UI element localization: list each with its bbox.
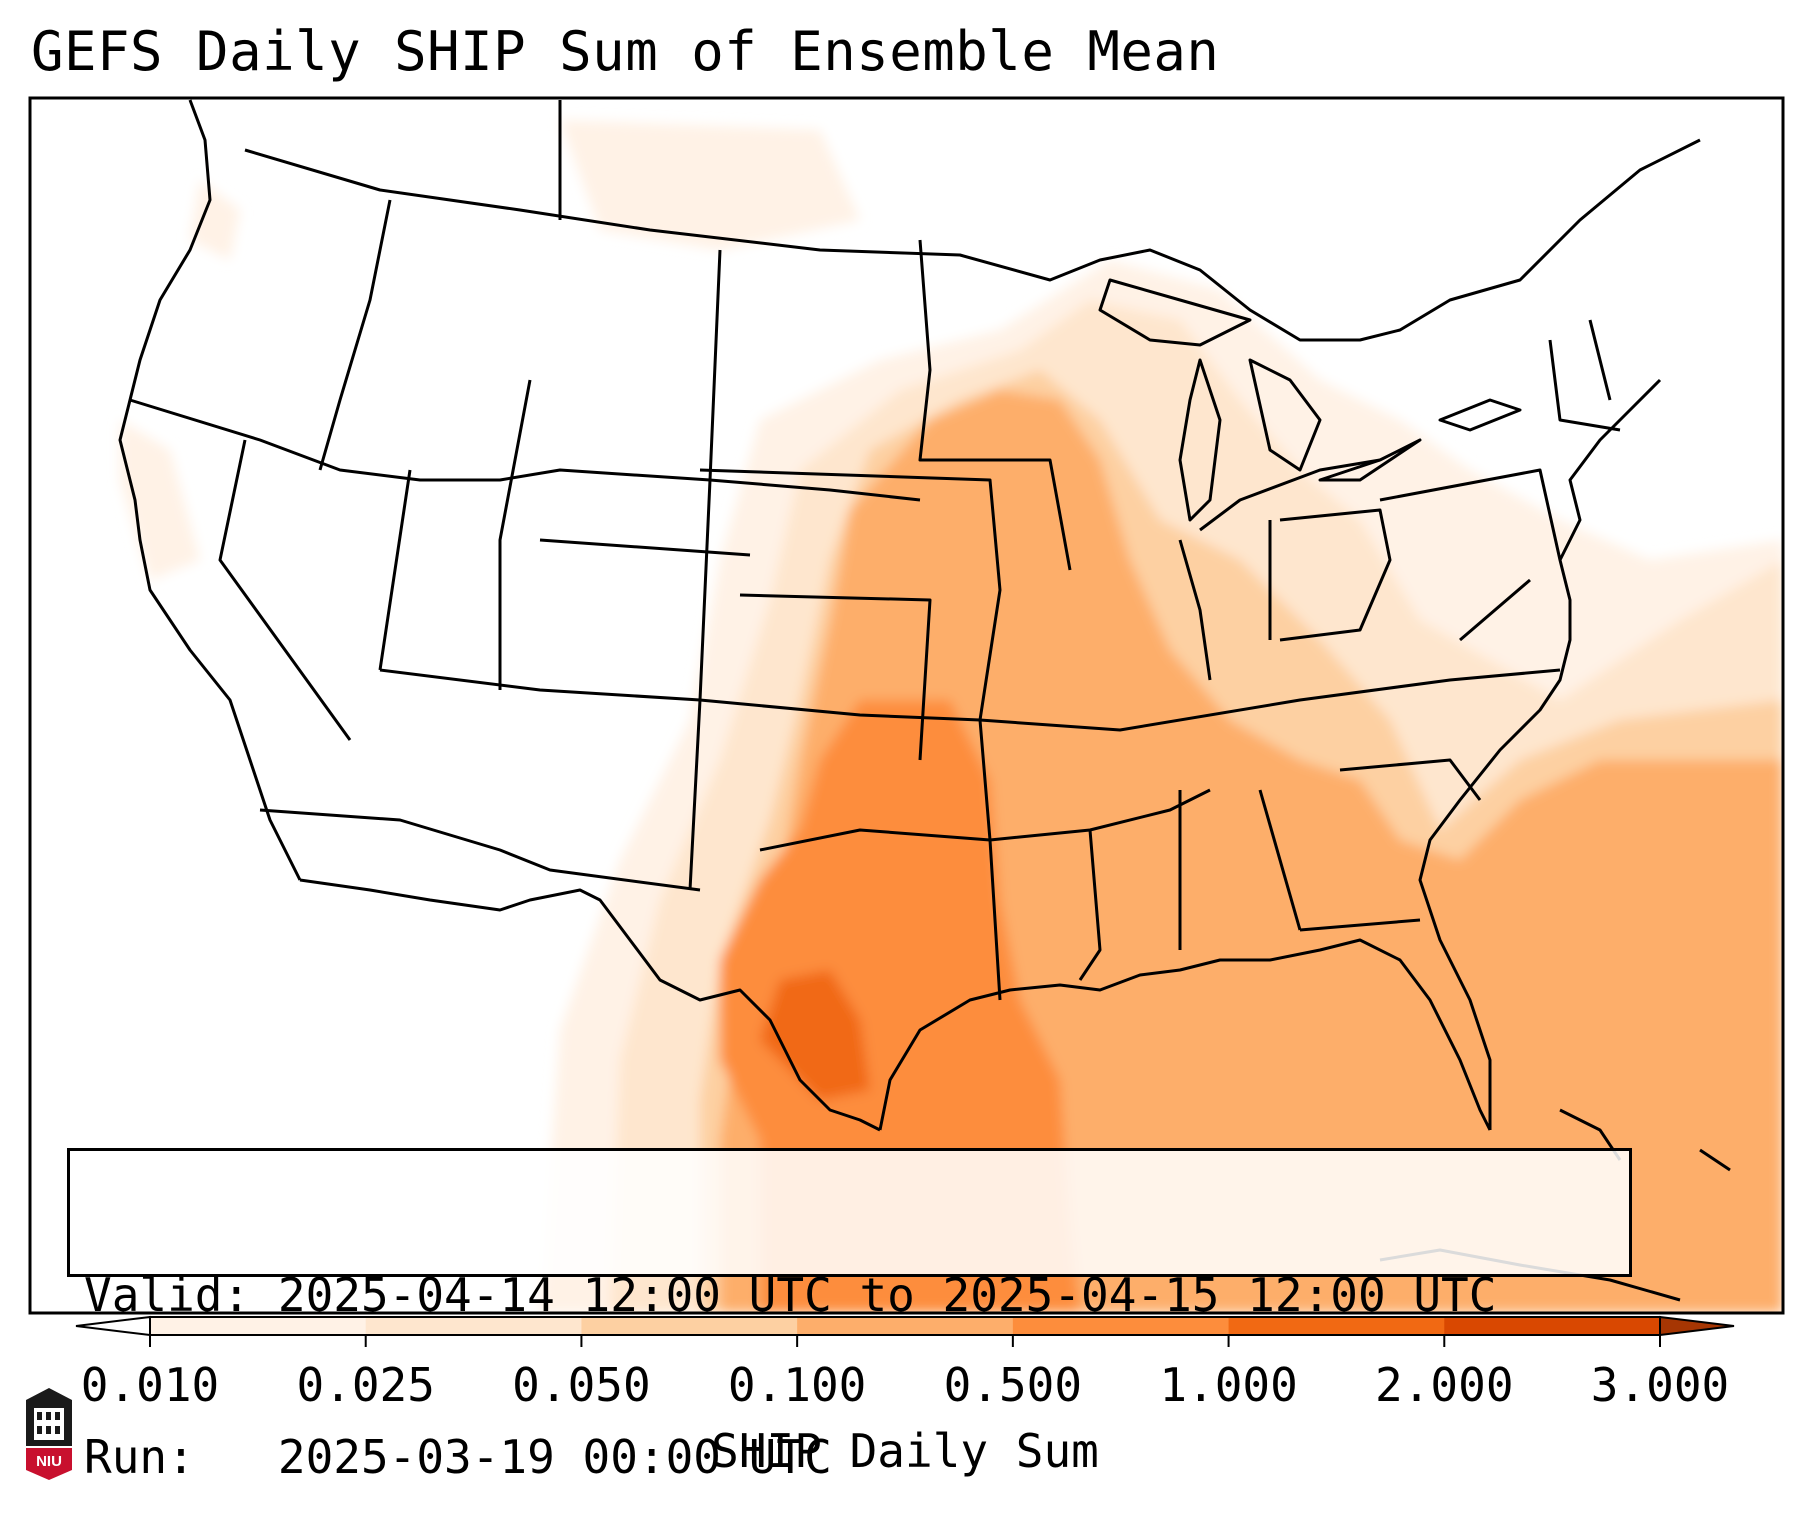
colorbar-tick-label: 2.000 bbox=[1375, 1358, 1514, 1412]
colorbar-outline bbox=[149, 1316, 1661, 1336]
colorbar-segment bbox=[797, 1317, 1014, 1335]
valid-line: Valid: 2025-04-14 12:00 UTC to 2025-04-1… bbox=[84, 1268, 1615, 1322]
colorbar-tick-label: 0.050 bbox=[512, 1358, 651, 1412]
colorbar-over-triangle bbox=[1659, 1315, 1735, 1337]
state-boundaries bbox=[118, 99, 1731, 1302]
colorbar-tick-label: 0.025 bbox=[296, 1358, 435, 1412]
valid-label: Valid: bbox=[84, 1268, 251, 1322]
colorbar-segment bbox=[150, 1317, 367, 1335]
colorbar-tick-label: 1.000 bbox=[1159, 1358, 1298, 1412]
map-figure bbox=[28, 96, 1785, 1347]
colorbar bbox=[75, 1315, 1735, 1347]
colorbar-segment bbox=[581, 1317, 798, 1335]
niu-logo-text: NIU bbox=[36, 1453, 62, 1470]
colorbar-tick-label: 3.000 bbox=[1590, 1358, 1730, 1412]
map-title: GEFS Daily SHIP Sum of Ensemble Mean bbox=[31, 20, 1220, 83]
map-frame bbox=[28, 96, 1785, 1315]
run-label: Run: bbox=[84, 1430, 195, 1484]
colorbar-label: SHIP Daily Sum bbox=[711, 1424, 1099, 1478]
niu-logo: NIU bbox=[26, 1388, 72, 1480]
run-value: 2025-03-19 00:00 UTC bbox=[277, 1430, 832, 1484]
valid-run-info-box: Valid: 2025-04-14 12:00 UTC to 2025-04-1… bbox=[67, 1148, 1632, 1484]
colorbar-tick-label: 0.100 bbox=[727, 1358, 867, 1412]
run-line: Run: 2025-03-19 00:00 UTC bbox=[84, 1430, 1615, 1484]
colorbar-segment bbox=[1228, 1317, 1445, 1335]
colorbar-segment bbox=[1444, 1317, 1661, 1335]
valid-value: 2025-04-14 12:00 UTC to 2025-04-15 12:00… bbox=[277, 1268, 1497, 1322]
colorbar-tick-label: 0.500 bbox=[943, 1358, 1083, 1412]
colorbar-segment bbox=[365, 1317, 582, 1335]
colorbar-tick-label: 0.010 bbox=[80, 1358, 220, 1412]
colorbar-segment bbox=[1012, 1317, 1230, 1335]
